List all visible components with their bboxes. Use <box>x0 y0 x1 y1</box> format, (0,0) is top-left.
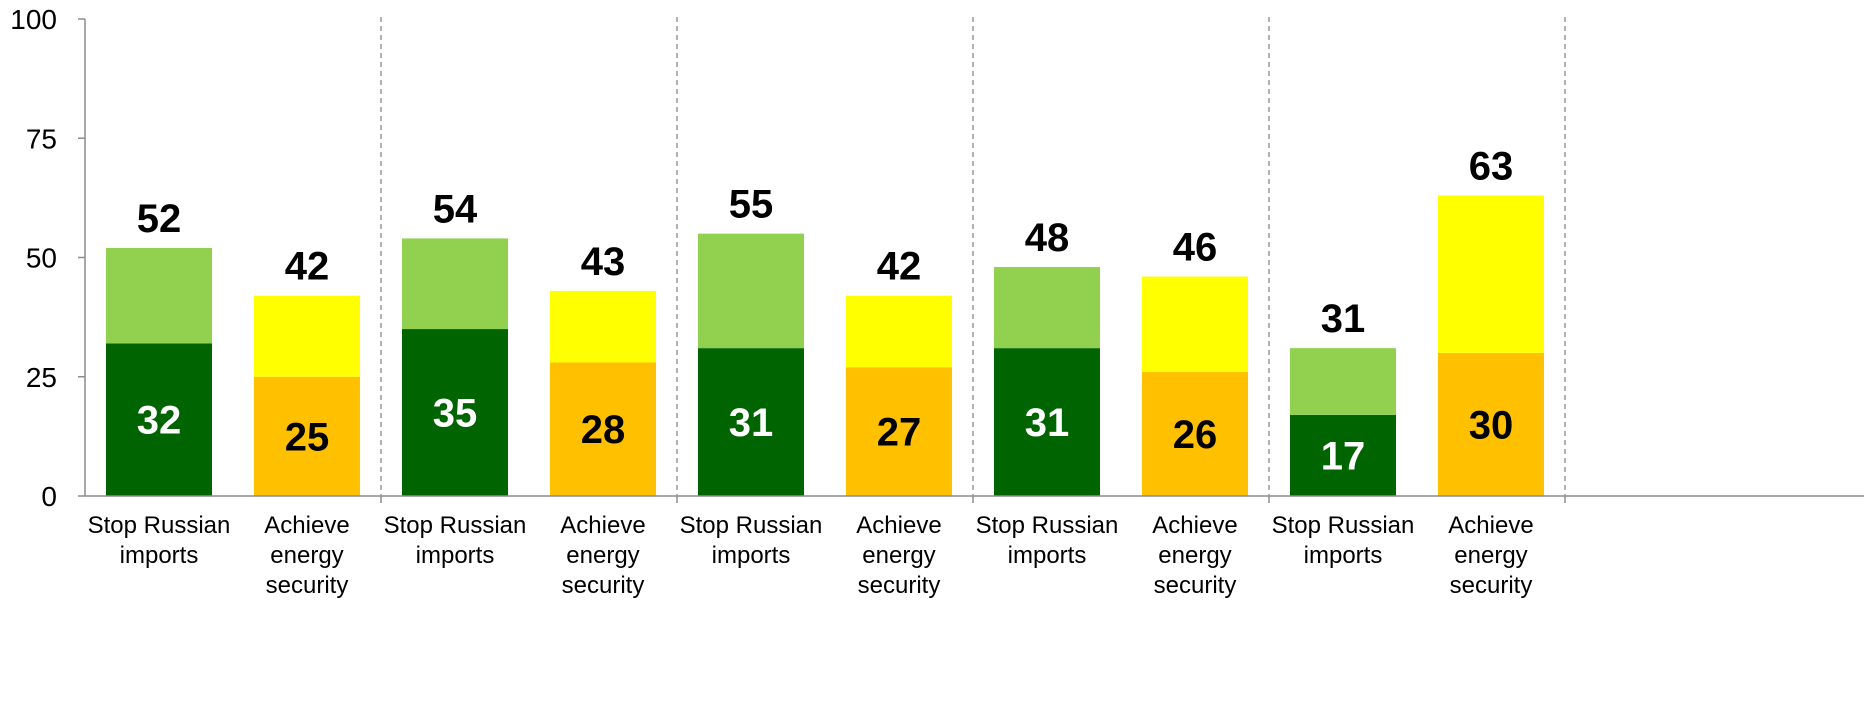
x-category-label-line: Stop Russian <box>88 512 231 539</box>
bar-lower-segment <box>550 362 656 496</box>
bar-group: 27 42 <box>846 245 952 496</box>
x-category-label-line: security <box>1450 572 1533 599</box>
bar-lower-value-label: 26 <box>1173 413 1218 457</box>
x-category-label-line: Achieve <box>856 512 941 539</box>
y-tick-label: 0 <box>41 481 57 512</box>
x-axis: Stop Russian imports Achieve energy security… <box>85 495 1864 599</box>
x-category-label-line: security <box>266 572 349 599</box>
bar-lower-value-label: 28 <box>581 408 626 452</box>
x-category-label: Stop Russian imports <box>680 512 823 569</box>
x-category-label: Stop Russian imports <box>88 512 231 569</box>
x-category-label-line: energy <box>862 542 935 569</box>
bar-lower-segment <box>994 348 1100 496</box>
bar-lower-segment <box>1438 352 1544 496</box>
bar-group: 31 48 <box>994 216 1100 496</box>
bar-upper-segment <box>106 247 212 344</box>
bar-lower-value-label: 27 <box>877 411 922 455</box>
x-category-label-line: energy <box>1158 542 1231 569</box>
bar-total-value-label: 52 <box>137 197 182 241</box>
bar-lower-segment <box>1142 371 1248 496</box>
x-category-label-line: security <box>562 572 645 599</box>
bar-lower-segment <box>846 367 952 496</box>
x-category-label-line: security <box>1154 572 1237 599</box>
bar-lower-value-label: 31 <box>729 401 774 445</box>
bar-total-value-label: 46 <box>1173 226 1218 270</box>
bar-total-value-label: 31 <box>1321 297 1366 341</box>
bar-upper-segment <box>846 295 952 368</box>
bar-upper-segment <box>550 290 656 363</box>
x-category-label: Achieve energy security <box>1152 512 1237 599</box>
x-category-label-line: Stop Russian <box>384 512 527 539</box>
bar-lower-value-label: 25 <box>285 415 330 459</box>
x-category-label-line: Achieve <box>560 512 645 539</box>
x-category-label: Achieve energy security <box>856 512 941 599</box>
bar-group: 35 54 <box>402 187 508 496</box>
x-category-label-line: Stop Russian <box>1272 512 1415 539</box>
x-category-label-line: energy <box>1454 542 1527 569</box>
y-tick-label: 100 <box>10 4 57 35</box>
y-tick-label: 75 <box>26 123 57 154</box>
x-category-label-line: Stop Russian <box>680 512 823 539</box>
bar-upper-segment <box>698 233 804 349</box>
bar-lower-value-label: 32 <box>137 399 182 443</box>
bar-group: 25 42 <box>254 245 360 496</box>
x-category-label-line: imports <box>1304 542 1383 569</box>
bar-group: 28 43 <box>550 240 656 496</box>
y-axis: 0 25 50 75 100 <box>10 4 86 512</box>
bar-total-value-label: 42 <box>877 245 922 289</box>
bar-lower-segment <box>106 343 212 496</box>
bar-lower-segment <box>1290 414 1396 496</box>
bar-total-value-label: 42 <box>285 245 330 289</box>
x-category-label: Achieve energy security <box>560 512 645 599</box>
x-category-label: Achieve energy security <box>1448 512 1533 599</box>
x-category-label: Stop Russian imports <box>976 512 1119 569</box>
bar-upper-segment <box>254 295 360 377</box>
x-category-label-line: Achieve <box>1448 512 1533 539</box>
bar-lower-segment <box>698 348 804 496</box>
bar-total-value-label: 54 <box>433 187 478 231</box>
bar-upper-segment <box>1438 195 1544 353</box>
x-category-label-line: security <box>858 572 941 599</box>
bar-upper-segment <box>402 238 508 330</box>
x-category-label-line: energy <box>270 542 343 569</box>
bar-upper-segment <box>1142 276 1248 372</box>
x-category-label-line: imports <box>712 542 791 569</box>
x-category-label-line: imports <box>120 542 199 569</box>
group-separators <box>380 17 1566 496</box>
bar-group: 32 52 <box>106 197 212 496</box>
bar-total-value-label: 63 <box>1469 144 1514 188</box>
x-category-label-line: imports <box>1008 542 1087 569</box>
bar-total-value-label: 55 <box>729 183 774 227</box>
x-category-label: Achieve energy security <box>264 512 349 599</box>
bar-lower-segment <box>254 376 360 496</box>
bar-upper-segment <box>994 267 1100 349</box>
bar-lower-value-label: 30 <box>1469 403 1514 447</box>
bar-group: 26 46 <box>1142 226 1248 496</box>
bar-group: 30 63 <box>1438 144 1544 496</box>
bar-total-value-label: 43 <box>581 240 626 284</box>
x-category-label-line: imports <box>416 542 495 569</box>
y-tick-label: 50 <box>26 243 57 274</box>
bar-group: 31 55 <box>698 183 804 496</box>
x-category-label-line: Stop Russian <box>976 512 1119 539</box>
bar-lower-value-label: 35 <box>433 392 478 436</box>
bar-lower-value-label: 31 <box>1025 401 1070 445</box>
x-category-label-line: energy <box>566 542 639 569</box>
x-category-label-line: Achieve <box>264 512 349 539</box>
y-tick-label: 25 <box>26 362 57 393</box>
bar-upper-segment <box>1290 348 1396 415</box>
x-category-label-line: Achieve <box>1152 512 1237 539</box>
bar-total-value-label: 48 <box>1025 216 1070 260</box>
x-category-label: Stop Russian imports <box>1272 512 1415 569</box>
bar-lower-value-label: 17 <box>1321 434 1366 478</box>
bar-lower-segment <box>402 329 508 496</box>
x-category-label: Stop Russian imports <box>384 512 527 569</box>
